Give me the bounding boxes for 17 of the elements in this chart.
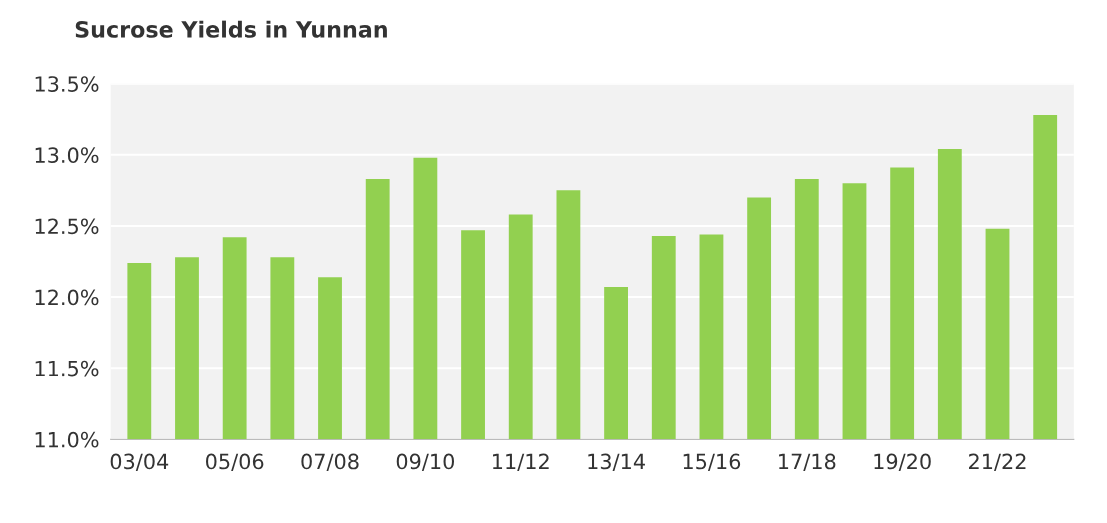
x-tick-label: 19/20 xyxy=(874,453,931,471)
x-tick-label: 21/22 xyxy=(969,453,1026,471)
x-tick-label: 17/18 xyxy=(779,453,836,471)
chart-title: Sucrose Yields in Yunnan xyxy=(75,20,387,38)
y-tick-label: 13.0% xyxy=(35,147,99,164)
x-tick-label: 07/08 xyxy=(301,453,359,471)
x-tick-label: 05/06 xyxy=(206,453,264,471)
x-tick-label: 09/10 xyxy=(396,453,455,471)
x-tick-label: 13/14 xyxy=(588,453,645,471)
y-tick-label: 13.5% xyxy=(35,76,99,92)
y-tick-label: 11.5% xyxy=(35,360,99,377)
y-tick-label: 12.0% xyxy=(35,289,99,306)
y-tick-label: 12.5% xyxy=(35,218,99,235)
x-tick-label: 11/12 xyxy=(493,453,549,471)
x-tick-label: 03/04 xyxy=(110,453,169,471)
x-tick-label: 15/16 xyxy=(683,453,741,471)
y-tick-label: 11.0% xyxy=(35,431,99,448)
